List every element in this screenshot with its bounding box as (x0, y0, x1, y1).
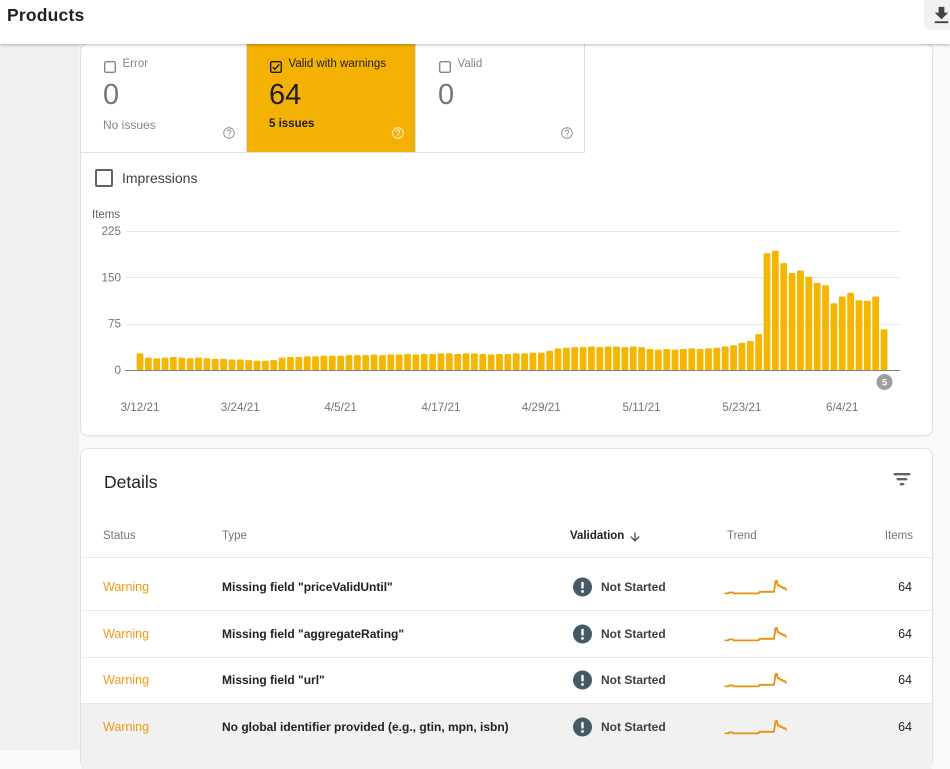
svg-text:5/11/21: 5/11/21 (623, 401, 661, 414)
svg-text:3/24/21: 3/24/21 (221, 401, 260, 414)
svg-text:3/12/21: 3/12/21 (121, 401, 160, 414)
svg-text:225: 225 (101, 225, 121, 238)
svg-text:4/17/21: 4/17/21 (422, 401, 461, 414)
svg-text:5: 5 (882, 378, 888, 389)
svg-text:75: 75 (108, 318, 122, 331)
svg-text:4/5/21: 4/5/21 (324, 401, 357, 414)
svg-text:5/23/21: 5/23/21 (722, 401, 761, 414)
svg-text:4/29/21: 4/29/21 (522, 401, 561, 414)
svg-text:0: 0 (114, 364, 121, 377)
svg-text:150: 150 (101, 271, 121, 284)
svg-text:6/4/21: 6/4/21 (826, 401, 859, 414)
